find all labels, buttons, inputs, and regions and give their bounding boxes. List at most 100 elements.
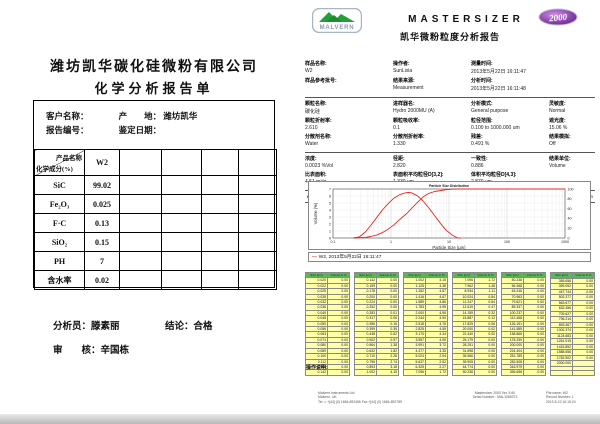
footer-instrument: Mastersizer 2000 Ver. 5.60 Serial Number … — [440, 391, 550, 400]
component-name-cell: SiC — [34, 175, 85, 195]
size-table-row: 251.785 0.00 — [501, 353, 546, 360]
info-field-label: 颗粒名称: — [305, 101, 327, 107]
empty-cell — [238, 213, 277, 233]
info-field-value: General purpose — [471, 108, 509, 114]
info-section: 样品名称: W2 操作者: SunLixia 测量时间: 2013年5月22日 16:11… — [305, 58, 595, 97]
size-table-row: 112.468 0.00 — [501, 315, 546, 322]
volume-cell: 1.72 — [425, 369, 448, 376]
component-value-cell: 7 — [84, 251, 120, 271]
info-field-value: 0.491 % — [471, 141, 490, 147]
reviewer-name: 辛国栋 — [100, 346, 130, 356]
empty-cell — [119, 270, 162, 290]
info-field-label: 遮光度: — [549, 118, 566, 124]
volume-cell: 4.15 — [376, 369, 399, 376]
volume-cell: 0.00 — [572, 277, 595, 284]
svg-text:3: 3 — [329, 215, 331, 219]
origin-label: 产 地： — [118, 111, 162, 121]
svg-text:2: 2 — [329, 222, 331, 226]
svg-text:Particle Size (µm): Particle Size (µm) — [432, 245, 466, 250]
info-field-label: 结果来源: — [393, 78, 415, 84]
company-name: 潍坊凯华碳化硅微粉有限公司 — [50, 60, 258, 75]
analyst-name: 滕素丽 — [91, 322, 120, 332]
size-table-row: 79.621 0.00 — [501, 298, 546, 306]
size-table-row: 893.367 0.00 — [550, 321, 595, 328]
svg-text:1: 1 — [329, 229, 331, 233]
empty-cell — [119, 251, 162, 271]
notes-label: 操作说明: — [306, 365, 328, 371]
malvern-logo-text: MALVERN — [320, 25, 355, 31]
table-row: SiC 99.02 — [34, 175, 277, 195]
info-field-value: 0.886 — [471, 163, 484, 169]
empty-cell — [201, 232, 239, 252]
empty-cell — [201, 175, 239, 195]
info-section: 颗粒名称: 碳化硅 进样器名: Hydro 2000MU (A) 分析模式: Genera… — [305, 97, 595, 152]
component-name-cell: PH — [34, 251, 85, 271]
empty-cell — [161, 251, 202, 271]
size-table-row: 1124.683 0.00 — [550, 332, 595, 339]
volume-cell: 0.00 — [572, 349, 595, 356]
origin-value: 潍坊凯华 — [163, 111, 198, 121]
component-value-cell: 0.15 — [84, 232, 120, 252]
empty-cell — [238, 232, 277, 252]
volume-cell: 0.00 — [572, 343, 595, 350]
volume-header: Volume In % — [572, 272, 595, 279]
info-field-empty — [549, 60, 593, 75]
volume-cell: 0.00 — [572, 288, 595, 295]
size-cell: 50.238 — [452, 369, 475, 376]
size-table-row: 709.627 0.00 — [550, 310, 595, 317]
info-field-value: 0.100 to 1000.000 um — [471, 125, 520, 131]
size-table-row: 1002.374 0.00 — [550, 327, 595, 334]
info-field-value: 15.06 % — [549, 125, 568, 131]
svg-text:0: 0 — [329, 236, 331, 240]
component-value-cell: 0.13 — [84, 213, 120, 233]
analyst-label: 分析员： — [53, 322, 92, 332]
size-table-group: Size (µm) Volume In % 0.020 0.00 0.022 0.00 0.… — [305, 271, 350, 376]
empty-header-cell — [238, 149, 277, 176]
empty-cell — [119, 232, 162, 252]
info-field-value: 2013年5月22日 16:11:48 — [471, 86, 526, 92]
legend-text: W2, 2013年5月22日 16:11:47 — [318, 255, 382, 260]
info-field: 一致性: 0.886 — [471, 155, 549, 169]
empty-cell — [119, 194, 162, 214]
volume-cell: 0.00 — [474, 369, 497, 376]
info-field-value: Hydro 2000MU (A) — [393, 108, 435, 114]
info-field-value: Volume — [549, 163, 566, 169]
report-title: 化学分析报告单 — [94, 81, 214, 96]
size-table-row: 1415.892 0.00 — [550, 343, 595, 350]
svg-text:5: 5 — [329, 201, 331, 205]
size-table-row: 31.698 0.00 — [452, 347, 497, 355]
component-name-cell: Fe₂O₃ — [34, 194, 85, 214]
info-row: 样品参考批号: 结果来源: Measurement 分析时间: 2013年5月22日 1… — [305, 77, 595, 92]
info-field-label: 进样器名: — [393, 101, 415, 107]
info-field-label: 体积平均粒径D[4,3]: — [471, 172, 517, 178]
footer-address: Malvern Instruments Ltd. Malvern, UK Tel :… — [318, 391, 443, 404]
size-table-row: 7.096 1.72 — [403, 369, 448, 376]
legend-line-swatch: — — [312, 255, 317, 260]
size-table-row — [550, 370, 595, 376]
size-table-header-row: Size (µm) Volume In % — [550, 272, 595, 279]
empty-header-cell — [119, 149, 162, 176]
empty-cell — [201, 194, 239, 214]
empty-cell — [161, 213, 202, 233]
info-row: 颗粒折射率: 2.610 颗粒吸收率: 0.1 粒径范围: 0.100 to 1000.0… — [305, 117, 595, 131]
mastersizer-wordmark: MASTERSIZER — [408, 14, 524, 25]
footer-line: 2013-5-22 16:15:24 — [546, 399, 576, 404]
corner-composition-label: 化学成分(%) — [36, 166, 73, 173]
size-table-row: 563.677 0.00 — [550, 299, 595, 306]
mastersizer-2000-badge: 2000 — [538, 8, 578, 28]
size-table-group: Size (µm) Volume In % 355.656 0.00 399.052 0.… — [550, 272, 595, 376]
svg-text:20: 20 — [568, 227, 572, 231]
date-label: 鉴定日期： — [118, 125, 162, 135]
svg-text:Particle Size Distribution: Particle Size Distribution — [429, 184, 469, 188]
svg-text:7: 7 — [329, 187, 331, 191]
info-field: 残差: 0.491 % — [471, 133, 549, 147]
empty-cell — [119, 213, 162, 233]
svg-text:80: 80 — [568, 197, 572, 201]
size-table-row: 1782.502 0.00 — [550, 354, 595, 361]
svg-text:10: 10 — [447, 240, 451, 244]
info-field-value: 2013年5月22日 16:11:47 — [471, 69, 526, 75]
svg-text:100: 100 — [568, 187, 574, 191]
info-field: 分散剂折射率: 1.330 — [393, 133, 471, 147]
size-table-header-row: Size (µm) Volume In % — [452, 271, 497, 279]
